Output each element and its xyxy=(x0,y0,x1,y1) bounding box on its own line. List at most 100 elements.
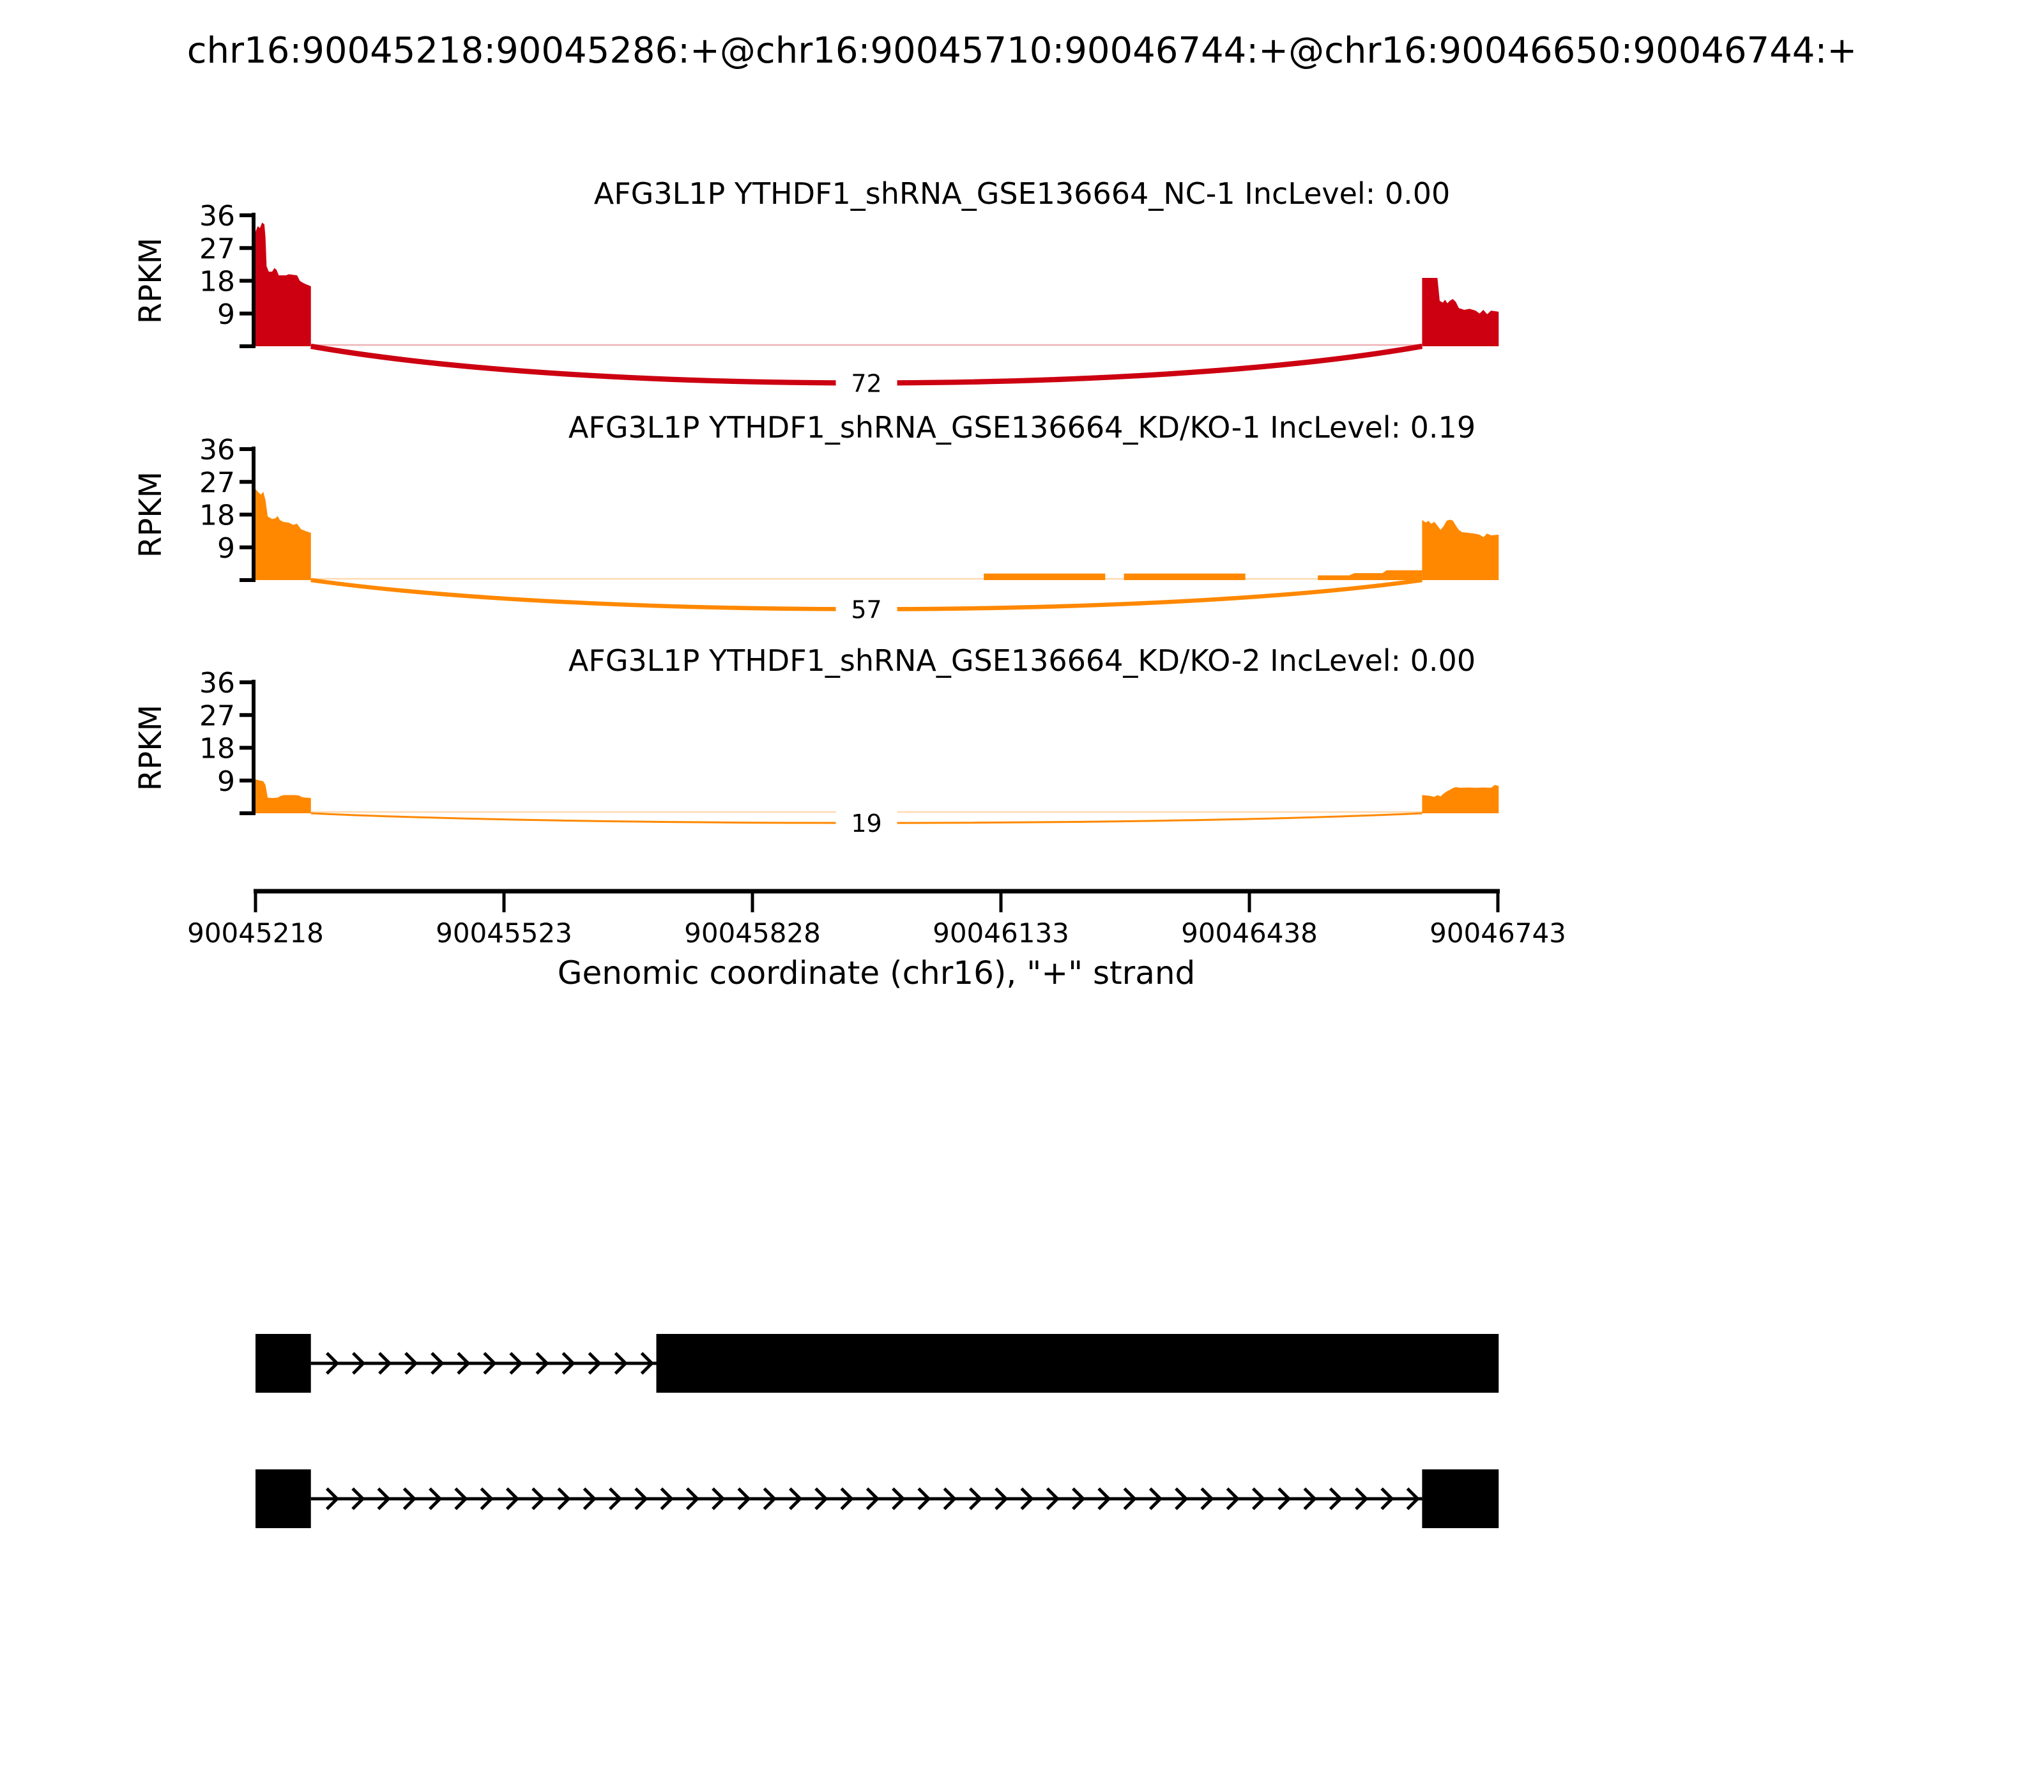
strand-arrow-chevron xyxy=(1278,1487,1292,1510)
coverage-area xyxy=(1422,519,1499,580)
track-label: AFG3L1P YTHDF1_shRNA_GSE136664_KD/KO-2 I… xyxy=(568,643,1476,678)
strand-arrow-chevron xyxy=(457,1352,471,1375)
y-tick-label: 9 xyxy=(217,532,235,565)
strand-arrow-chevron xyxy=(640,1352,655,1375)
coverage-area xyxy=(256,222,311,346)
strand-arrow-chevron xyxy=(1200,1487,1214,1510)
strand-arrow-chevron xyxy=(1303,1487,1317,1510)
y-tick-label: 18 xyxy=(199,733,235,765)
strand-arrow-chevron xyxy=(660,1487,674,1510)
strand-arrow-chevron xyxy=(531,1487,545,1510)
strand-arrow-chevron xyxy=(535,1352,549,1375)
exon-box xyxy=(256,1469,311,1528)
strand-arrow-chevron xyxy=(685,1487,700,1510)
strand-arrow-chevron xyxy=(377,1487,391,1510)
y-tick-label: 36 xyxy=(199,667,235,700)
strand-arrow-chevron xyxy=(1097,1487,1111,1510)
strand-arrow-chevron xyxy=(431,1352,445,1375)
strand-arrow-chevron xyxy=(814,1487,828,1510)
y-tick-label: 27 xyxy=(199,466,235,499)
x-tick-label: 90046438 xyxy=(1181,917,1318,949)
strand-arrow-chevron xyxy=(1226,1487,1240,1510)
strand-arrow-chevron xyxy=(866,1487,880,1510)
strand-arrow-chevron xyxy=(480,1487,494,1510)
strand-arrow-chevron xyxy=(609,1487,623,1510)
strand-arrow-chevron xyxy=(1046,1487,1060,1510)
track-label: AFG3L1P YTHDF1_shRNA_GSE136664_NC-1 IncL… xyxy=(594,176,1451,211)
strand-arrow-chevron xyxy=(737,1487,751,1510)
coverage-area xyxy=(1422,785,1499,813)
x-tick-label: 90046133 xyxy=(933,917,1069,949)
strand-arrow-chevron xyxy=(1020,1487,1034,1510)
strand-arrow-chevron xyxy=(1406,1487,1420,1510)
strand-arrow-chevron xyxy=(454,1487,468,1510)
strand-arrow-chevron xyxy=(917,1487,931,1510)
exon-box xyxy=(1422,1469,1499,1528)
strand-arrow-chevron xyxy=(1329,1487,1343,1510)
strand-arrow-chevron xyxy=(614,1352,628,1375)
figure-title: chr16:90045218:90045286:+@chr16:90045710… xyxy=(187,30,1857,72)
track-label: AFG3L1P YTHDF1_shRNA_GSE136664_KD/KO-1 I… xyxy=(568,410,1476,445)
strand-arrow-chevron xyxy=(840,1487,854,1510)
strand-arrow-chevron xyxy=(352,1352,366,1375)
strand-arrow-chevron xyxy=(561,1352,576,1375)
junction-count-label: 72 xyxy=(851,370,881,398)
strand-arrow-chevron xyxy=(588,1352,602,1375)
x-tick-label: 90045218 xyxy=(187,917,324,949)
strand-arrow-chevron xyxy=(634,1487,648,1510)
junction-count-mask xyxy=(835,592,897,627)
y-axis-title: RPKM xyxy=(133,238,169,324)
strand-arrow-chevron xyxy=(1251,1487,1266,1510)
x-axis-title: Genomic coordinate (chr16), "+" strand xyxy=(558,954,1196,992)
strand-arrow-chevron xyxy=(378,1352,392,1375)
strand-arrow-chevron xyxy=(325,1352,340,1375)
strand-arrow-chevron xyxy=(1380,1487,1394,1510)
strand-arrow-chevron xyxy=(483,1352,497,1375)
strand-arrow-chevron xyxy=(509,1352,523,1375)
strand-arrow-chevron xyxy=(788,1487,803,1510)
strand-arrow-chevron xyxy=(1175,1487,1189,1510)
exon-box xyxy=(656,1334,1499,1393)
transcript-structures xyxy=(256,1334,1499,1528)
transcript-row xyxy=(256,1469,1499,1528)
strand-arrow-chevron xyxy=(505,1487,520,1510)
y-tick-label: 27 xyxy=(199,233,235,265)
coverage-area xyxy=(984,573,1106,580)
coverage-area xyxy=(1422,277,1499,346)
coverage-area xyxy=(256,779,311,813)
junction-count-mask xyxy=(835,365,897,401)
strand-arrow-chevron xyxy=(943,1487,957,1510)
y-tick-label: 27 xyxy=(199,700,235,732)
coverage-area xyxy=(1318,570,1422,580)
y-tick-label: 9 xyxy=(217,765,235,798)
strand-arrow-chevron xyxy=(325,1487,340,1510)
strand-arrow-chevron xyxy=(712,1487,726,1510)
coverage-area xyxy=(1124,573,1246,580)
strand-arrow-chevron xyxy=(351,1487,365,1510)
strand-arrow-chevron xyxy=(402,1487,417,1510)
transcript-row xyxy=(256,1334,1499,1393)
strand-arrow-chevron xyxy=(763,1487,777,1510)
junction-count-label: 57 xyxy=(851,596,881,624)
strand-arrow-chevron xyxy=(429,1487,443,1510)
x-tick-label: 90045523 xyxy=(436,917,572,949)
y-tick-label: 9 xyxy=(217,298,235,331)
strand-arrow-chevron xyxy=(892,1487,906,1510)
junction-count-label: 19 xyxy=(851,809,881,838)
y-tick-label: 18 xyxy=(199,266,235,298)
x-tick-label: 90046743 xyxy=(1430,917,1566,949)
strand-arrow-chevron xyxy=(1148,1487,1163,1510)
y-axis-title: RPKM xyxy=(133,471,169,558)
strand-arrow-chevron xyxy=(968,1487,983,1510)
x-tick-label: 90045828 xyxy=(684,917,821,949)
strand-arrow-chevron xyxy=(557,1487,571,1510)
strand-arrow-chevron xyxy=(404,1352,418,1375)
strand-arrow-chevron xyxy=(583,1487,597,1510)
y-tick-label: 36 xyxy=(199,200,235,233)
strand-arrow-chevron xyxy=(995,1487,1009,1510)
